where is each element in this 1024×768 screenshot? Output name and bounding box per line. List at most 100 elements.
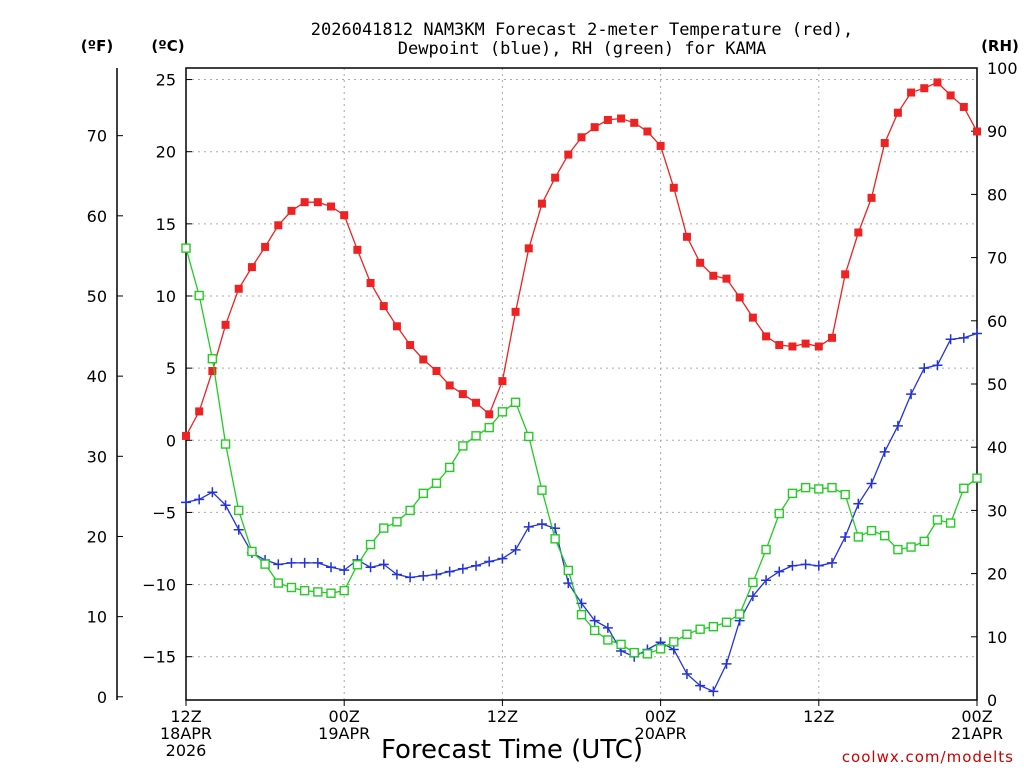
temperature-point — [498, 377, 507, 386]
rh-point — [550, 534, 560, 544]
rh-point — [273, 578, 283, 588]
rh-point — [313, 587, 323, 597]
rh-point — [642, 649, 653, 659]
dewpoint-point — [431, 569, 442, 580]
x-tick-label: 20APR — [635, 724, 687, 743]
dewpoint-point — [484, 556, 495, 567]
dewpoint-point — [233, 524, 244, 535]
rh-point — [787, 488, 798, 499]
dewpoint-point — [405, 572, 416, 583]
dewpoint-point — [840, 531, 851, 542]
rh-point — [497, 407, 508, 417]
temperature-point — [788, 342, 797, 351]
rh-point — [774, 508, 784, 519]
dewpoint-point — [866, 478, 877, 489]
rh-point — [510, 397, 521, 408]
rh-point — [893, 544, 903, 555]
temperature-point — [867, 193, 876, 202]
temperature-point — [801, 339, 810, 348]
temperature-point — [485, 410, 494, 419]
rh-point — [814, 484, 824, 494]
rh-tick-label: 10 — [987, 628, 1007, 647]
rh-point — [589, 625, 600, 636]
rh-point — [972, 473, 982, 483]
temperature-point — [445, 381, 454, 390]
x-tick-label: 12Z — [170, 707, 201, 726]
temperature-point — [432, 367, 441, 376]
temperature-point — [392, 322, 401, 331]
rh-point — [339, 585, 349, 596]
dewpoint-point — [286, 557, 297, 568]
dewpoint-point — [826, 557, 837, 568]
dewpoint-point — [536, 518, 547, 529]
series-layer — [181, 78, 982, 697]
temperature-point — [920, 84, 929, 93]
rh-tick-label: 70 — [987, 249, 1007, 268]
rh-point — [392, 517, 402, 527]
rh-point — [299, 585, 310, 596]
celsius-tick-label: 5 — [166, 359, 176, 378]
rh-unit-label: (RH) — [981, 37, 1019, 55]
rh-point — [800, 482, 811, 493]
rh-point — [458, 441, 468, 451]
temperature-point — [762, 332, 771, 341]
rh-point — [352, 560, 363, 570]
x-tick-label: 2026 — [166, 741, 207, 760]
temperature-point — [933, 78, 942, 87]
rh-tick-label: 100 — [987, 59, 1018, 78]
celsius-tick-label: −5 — [152, 503, 176, 522]
rh-point — [959, 483, 969, 493]
temperature-point — [537, 199, 546, 208]
dewpoint-point — [906, 389, 917, 400]
rh-point — [220, 439, 231, 449]
dewpoint-point — [194, 494, 205, 505]
temperature-point — [827, 333, 836, 342]
temperature-point — [946, 91, 955, 100]
temperature-point — [577, 133, 586, 142]
rh-tick-label: 60 — [987, 312, 1007, 331]
temperature-point — [340, 211, 349, 220]
temperature-point — [880, 139, 889, 148]
rh-point — [379, 523, 389, 533]
temperature-point — [841, 270, 850, 279]
temperature-point — [959, 102, 968, 111]
dewpoint-point — [958, 332, 969, 343]
dewpoint-point — [510, 544, 521, 555]
rh-point — [866, 525, 877, 536]
celsius-tick-label: 25 — [156, 71, 176, 90]
rh-point — [721, 617, 732, 627]
x-tick-label: 12Z — [803, 707, 834, 726]
temperature-point — [696, 258, 705, 267]
dewpoint-point — [602, 622, 613, 633]
rh-point — [260, 559, 270, 569]
x-tick-label: 19APR — [318, 724, 370, 743]
dewpoint-point — [523, 521, 534, 532]
temperature-point — [630, 118, 639, 127]
rh-point — [326, 588, 336, 598]
temperature-point — [182, 431, 190, 440]
dewpoint-point — [695, 680, 706, 691]
rh-point — [286, 582, 297, 593]
rh-point — [405, 505, 415, 516]
temperature-point — [261, 242, 270, 251]
dewpoint-point — [444, 566, 455, 577]
fahrenheit-tick-label: 60 — [87, 207, 107, 226]
dewpoint-point — [972, 328, 982, 339]
rh-point — [708, 621, 719, 632]
fahrenheit-tick-label: 0 — [97, 688, 107, 707]
dewpoint-point — [853, 498, 864, 509]
temperature-point — [221, 320, 230, 329]
rh-point — [840, 489, 850, 500]
credit-text: coolwx.com/modelts — [842, 748, 1014, 766]
celsius-tick-label: 10 — [156, 287, 176, 306]
dewpoint-point — [326, 562, 337, 573]
dewpoint-point — [813, 560, 824, 571]
dewpoint-point — [945, 334, 956, 345]
dewpoint-point — [457, 563, 468, 574]
dewpoint-point — [800, 559, 811, 570]
rh-point — [194, 290, 204, 301]
rh-point — [418, 488, 428, 499]
fahrenheit-tick-label: 40 — [87, 367, 107, 386]
temperature-point — [274, 221, 283, 230]
dewpoint-point — [207, 487, 218, 498]
